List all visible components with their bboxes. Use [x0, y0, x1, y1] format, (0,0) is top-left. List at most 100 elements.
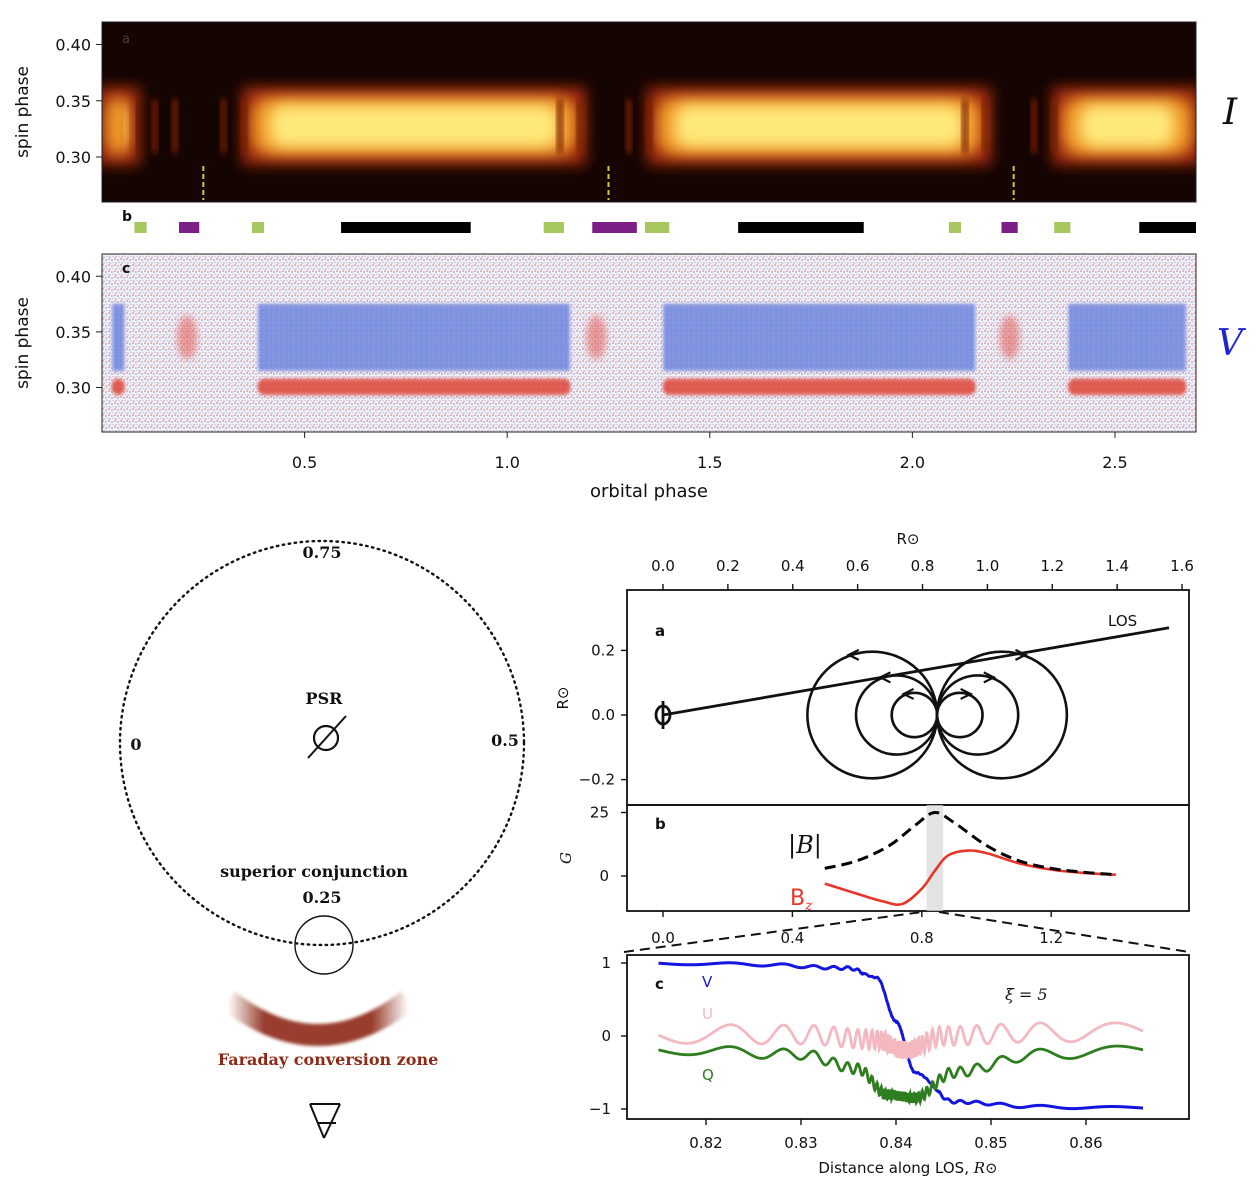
right-b-xtick-label: 1.2: [1039, 929, 1063, 947]
flicker-streak: [220, 99, 227, 153]
timeline-segment-purple: [1001, 222, 1018, 233]
stokes-v-blue-band: [257, 304, 571, 371]
field-arrow: [983, 671, 997, 684]
faraday-zone-arc: [221, 991, 415, 1046]
right-panel-b-ylabel: G: [557, 852, 575, 864]
stokes-v-red-spot: [177, 315, 198, 360]
right-c-xtick-label: 0.83: [784, 1134, 817, 1152]
right-c-ytick-label: 1: [601, 954, 611, 972]
field-arrow: [960, 687, 974, 700]
field-arrow: [846, 648, 860, 661]
field-loop: [890, 691, 939, 739]
top-xtick-label: 1.5: [697, 453, 722, 472]
stokes-q-label: Q: [702, 1066, 714, 1084]
bright-band-core: [269, 105, 559, 147]
timeline-segment-green: [543, 222, 564, 233]
right-panel-a-top-axis-label: R⊙: [897, 530, 920, 548]
stokes-v-red-spot: [999, 315, 1020, 360]
right-a-xtick-label: 1.2: [1040, 557, 1064, 575]
timeline-segment-black: [341, 222, 471, 233]
panel-a-y-axis: 0.40 0.35 0.30: [55, 36, 102, 167]
right-c-ytick-label: 0: [601, 1027, 611, 1045]
top-xlabel: orbital phase: [590, 481, 708, 502]
right-a-xtick-label: 0.0: [651, 557, 675, 575]
flicker-streak: [151, 99, 158, 153]
flicker-streak: [962, 99, 969, 153]
right-b-xtick-label: 0.8: [910, 929, 934, 947]
panel-c-ytick-label: 0.35: [55, 323, 91, 342]
shaded-zoom-region: [926, 805, 944, 911]
field-arrow: [1014, 648, 1028, 661]
stokes-v-blue-band: [663, 304, 976, 371]
orbit-label-left: 0: [130, 735, 141, 754]
flicker-streak: [556, 99, 563, 153]
right-panel-c-label: c: [655, 975, 664, 993]
timeline-segment-green: [948, 222, 961, 233]
stokes-q-curve: [658, 1044, 1144, 1107]
right-a-xtick-label: 0.8: [911, 557, 935, 575]
stokes-u-curve: [657, 1021, 1144, 1060]
timeline-segment-black: [738, 222, 864, 233]
right-panel-b-label: b: [655, 815, 666, 833]
b-magnitude-curve: [824, 810, 1117, 877]
observer-symbol: [309, 1103, 341, 1139]
bright-band-core: [124, 105, 128, 147]
companion-circle: [294, 915, 354, 975]
pulsar-symbol: [307, 715, 347, 759]
right-a-ytick-label: −0.2: [579, 771, 615, 789]
psr-label: PSR: [306, 689, 344, 708]
stokes-v-label: V: [702, 973, 713, 991]
panel-a-ylabel: spin phase: [13, 66, 33, 158]
right-c-xtick-label: 0.85: [974, 1134, 1007, 1152]
right-panel-c-xlabel: Distance along LOS, R⊙: [818, 1159, 997, 1177]
flicker-streak: [577, 99, 584, 153]
right-a-xtick-label: 0.4: [781, 557, 805, 575]
right-a-xtick-label: 1.6: [1170, 557, 1194, 575]
panel-a-ytick-label: 0.30: [55, 148, 91, 167]
panel-a-label: a: [122, 32, 130, 47]
right-a-xtick-label: 0.6: [846, 557, 870, 575]
right-panel-a-label: a: [655, 622, 665, 640]
panel-c-ytick-label: 0.30: [55, 379, 91, 398]
panel-c-ytick-label: 0.40: [55, 267, 91, 286]
field-loop: [935, 691, 984, 739]
flicker-streak: [625, 99, 632, 153]
timeline-segment-purple: [592, 222, 637, 233]
orbit-label-right: 0.5: [491, 731, 519, 750]
stokes-u-label: U: [702, 1005, 713, 1023]
stokes-v-red-band: [257, 378, 571, 395]
timeline-segment-green: [134, 222, 147, 233]
top-xtick-label: 2.5: [1102, 453, 1127, 472]
bz-curve: [824, 849, 1116, 906]
orbit-diagram: 0.75 0 0.5 PSR superior conjunction 0.25…: [118, 539, 526, 1139]
stokes-v-red-band: [663, 378, 976, 395]
timeline-segment-black: [1139, 222, 1196, 233]
flicker-streak: [1030, 99, 1037, 153]
panel-c-y-axis: 0.40 0.35 0.30: [55, 267, 102, 398]
bright-band-core: [1080, 105, 1174, 147]
right-c-xtick-label: 0.86: [1069, 1134, 1102, 1152]
intensity-side-label: I: [1222, 92, 1238, 133]
panel-c-ylabel: spin phase: [13, 297, 33, 389]
stokes-v-blue-band: [112, 304, 125, 371]
superior-conjunction-label: superior conjunction: [220, 862, 408, 881]
right-a-xtick-label: 1.0: [975, 557, 999, 575]
right-c-xtick-label: 0.82: [689, 1134, 722, 1152]
b-magnitude-label: |B|: [788, 831, 822, 860]
stokes-v-curve: [658, 961, 1144, 1111]
right-a-ytick-label: 0.0: [591, 706, 615, 724]
panel-a-ytick-label: 0.40: [55, 36, 91, 55]
stokes-v-red-band: [1068, 378, 1186, 395]
right-panel-c-axes: 0.82 0.83 0.84 0.85 0.86 1 0 −1 VU Q: [589, 954, 1103, 1152]
flicker-streak: [646, 99, 652, 153]
flicker-streak: [240, 99, 247, 153]
top-x-axis: 0.5 1.0 1.5 2.0 2.5: [292, 432, 1128, 472]
stokes-v-red-band: [112, 378, 125, 395]
right-b-ytick-label: 0: [599, 867, 609, 885]
top-xtick-label: 0.5: [292, 453, 317, 472]
panel-a-ytick-label: 0.35: [55, 92, 91, 111]
top-xtick-label: 1.0: [494, 453, 519, 472]
bright-band: [106, 97, 131, 155]
bz-label: Bz: [790, 886, 813, 914]
